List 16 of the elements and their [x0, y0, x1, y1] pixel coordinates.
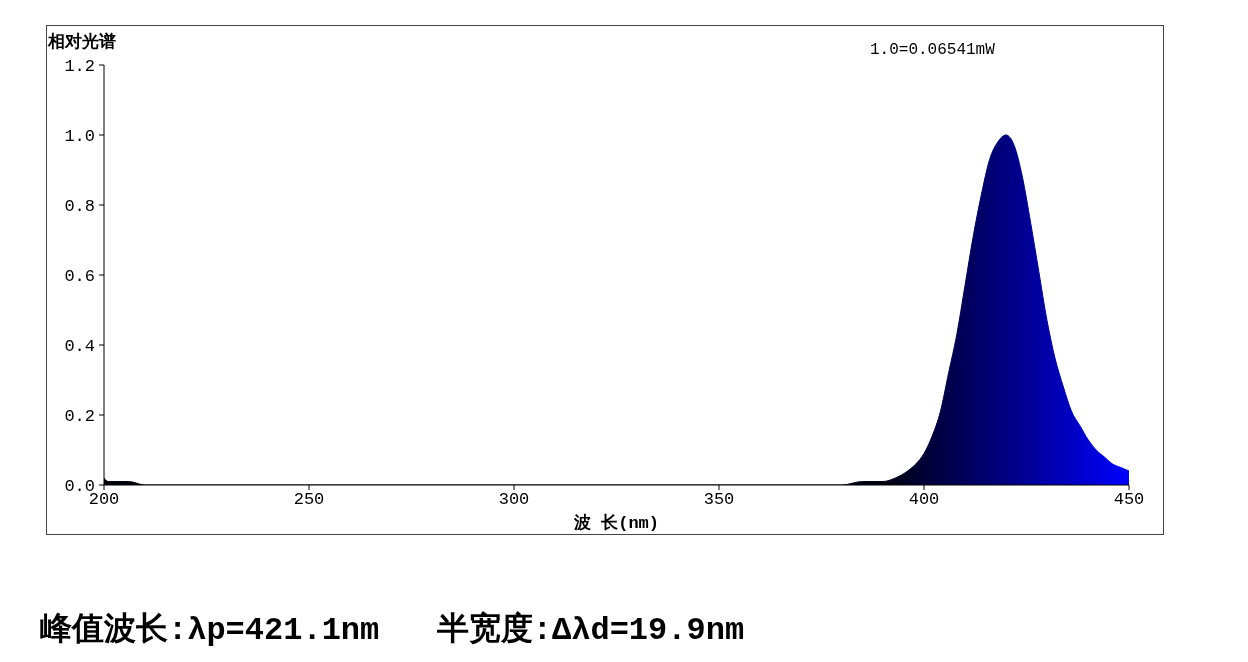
y-tick-label: 0.8: [64, 197, 95, 217]
y-tick-label: 0.4: [64, 337, 95, 357]
y-tick-label: 0.2: [64, 407, 95, 427]
y-tick-label: 0.6: [64, 267, 95, 287]
x-tick-label: 400: [908, 490, 940, 510]
y-axis-title: 相对光谱: [48, 33, 116, 53]
text: 峰值波长:λp=421.1nm 半宽度:Δλd=19.9nm: [40, 610, 745, 651]
x-tick-label: 350: [703, 490, 735, 510]
x-tick-label: 300: [498, 490, 530, 510]
x-tick-label: 200: [88, 490, 120, 510]
x-tick-label: 450: [1113, 490, 1145, 510]
y-tick-label: 1.2: [64, 57, 95, 77]
y-tick-label: 1.0: [64, 127, 95, 147]
text: 1.0=0.06541mW: [870, 41, 995, 59]
x-axis-title: 波 长(nm): [572, 513, 660, 533]
x-tick-label: 250: [293, 490, 325, 510]
